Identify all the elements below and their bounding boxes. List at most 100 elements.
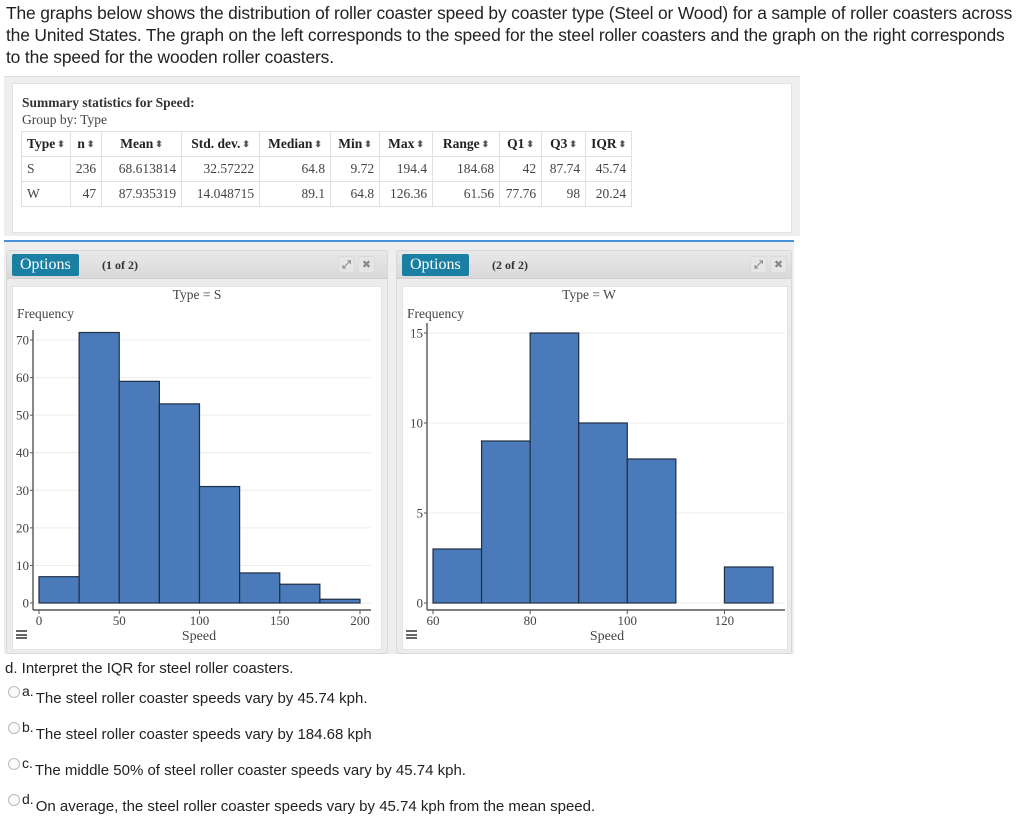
x-axis-label: Speed [590, 629, 624, 644]
option-text: On average, the steel roller coaster spe… [35, 798, 596, 815]
close-icon[interactable]: ✖ [358, 256, 375, 273]
options-button[interactable]: Options [402, 254, 469, 276]
chart-menu-icon[interactable] [406, 630, 417, 639]
column-header-label: Std. dev. [191, 136, 241, 151]
answer-option-c[interactable]: c. The middle 50% of steel roller coaste… [8, 755, 466, 779]
histogram-bar [626, 458, 677, 604]
expand-icon[interactable]: ⤢ [750, 256, 767, 273]
x-tick-label: 100 [618, 613, 638, 628]
graph-panel-steel: Options (1 of 2) ⤢ ✖ Type = S Frequency 0 1… [6, 250, 388, 654]
table-cell: S [21, 156, 71, 182]
column-header-label: Min [338, 136, 363, 151]
table-cell: 184.68 [432, 156, 501, 182]
radio-button[interactable] [8, 758, 20, 770]
table-cell: 32.57222 [181, 156, 261, 182]
x-tick-label: 80 [524, 613, 537, 628]
expand-icon[interactable]: ⤢ [338, 256, 355, 273]
y-tick-label: 0 [417, 596, 424, 611]
question-prompt: d. Interpret the IQR for steel roller co… [5, 660, 294, 677]
summary-stats-table: Type ⬍ n ⬍ Mean ⬍ Std. dev. ⬍ Median ⬍ Min ⬍ Max ⬍ Ran… [21, 131, 633, 207]
histogram-bar [529, 332, 580, 604]
radio-button[interactable] [8, 722, 20, 734]
histogram-bar [239, 572, 281, 604]
y-tick-label: 10 [410, 416, 423, 431]
x-tick-label: 150 [270, 613, 290, 628]
column-header[interactable]: Max ⬍ [379, 131, 434, 157]
table-row: W 47 87.935319 14.048715 89.1 64.8 126.36 61.56… [21, 181, 633, 207]
table-cell: 68.613814 [101, 156, 183, 182]
sort-icon[interactable]: ⬍ [86, 139, 95, 149]
sort-icon[interactable]: ⬍ [314, 139, 322, 149]
sort-icon[interactable]: ⬍ [416, 139, 424, 149]
x-tick-label: 60 [427, 613, 440, 628]
sort-icon[interactable]: ⬍ [364, 139, 372, 149]
column-header-label: Type [27, 136, 56, 151]
chart-menu-icon[interactable] [16, 630, 27, 639]
histogram-bar [480, 440, 531, 604]
radio-button[interactable] [8, 686, 20, 698]
column-header-label: Median [268, 136, 313, 151]
table-cell: 61.56 [432, 181, 501, 207]
sort-icon[interactable]: ⬍ [618, 139, 627, 149]
close-icon[interactable]: ✖ [770, 256, 787, 273]
histogram-bar [578, 422, 628, 604]
column-header[interactable]: Q1 ⬍ [499, 131, 543, 157]
panel-counter: (2 of 2) [492, 258, 528, 272]
intro-paragraph: The graphs below shows the distribution … [6, 3, 1013, 67]
table-cell: W [21, 181, 71, 207]
histogram-bar [198, 485, 241, 604]
y-tick-label: 70 [16, 333, 29, 348]
table-cell: 126.36 [379, 181, 434, 207]
option-letter: a. [22, 683, 34, 699]
table-cell: 42 [499, 156, 543, 182]
table-cell: 9.72 [330, 156, 381, 182]
column-header[interactable]: Range ⬍ [432, 131, 501, 157]
column-header[interactable]: IQR ⬍ [585, 131, 633, 157]
column-header[interactable]: Min ⬍ [330, 131, 381, 157]
x-tick-label: 0 [36, 613, 43, 628]
sort-icon[interactable]: ⬍ [569, 139, 577, 149]
options-button[interactable]: Options [12, 254, 79, 276]
column-header[interactable]: n ⬍ [69, 131, 103, 157]
column-header-label: Range [442, 136, 480, 151]
table-cell: 64.8 [330, 181, 381, 207]
table-cell: 20.24 [585, 181, 633, 207]
sort-icon[interactable]: ⬍ [57, 139, 65, 149]
sort-icon[interactable]: ⬍ [481, 139, 490, 149]
answer-option-a[interactable]: a. The steel roller coaster speeds vary … [8, 683, 368, 707]
histogram-bar [279, 583, 321, 604]
y-tick-label: 15 [410, 326, 423, 341]
table-cell: 14.048715 [181, 181, 261, 207]
y-axis-label: Frequency [17, 306, 74, 321]
y-tick-label: 0 [23, 596, 30, 611]
option-text: The middle 50% of steel roller coaster s… [34, 762, 466, 779]
histogram-steel: Type = S Frequency 0 10 20 30 40 50 60 70 0 50 100 15… [12, 286, 382, 650]
table-cell: 87.935319 [101, 181, 183, 207]
column-header[interactable]: Median ⬍ [259, 131, 332, 157]
table-cell: 194.4 [379, 156, 434, 182]
panel-header: Options (2 of 2) ⤢ ✖ [397, 251, 791, 279]
histogram-bar [78, 331, 120, 604]
graph-area: Options (1 of 2) ⤢ ✖ Type = S Frequency 0 1… [4, 240, 794, 654]
column-header-label: Q3 [550, 136, 568, 151]
column-header[interactable]: Q3 ⬍ [541, 131, 587, 157]
column-header[interactable]: Std. dev. ⬍ [181, 131, 261, 157]
x-axis-label: Speed [182, 629, 216, 644]
answer-option-d[interactable]: d. On average, the steel roller coaster … [8, 791, 596, 815]
y-tick-label: 50 [16, 408, 29, 423]
column-header[interactable]: Mean ⬍ [101, 131, 183, 157]
sort-icon[interactable]: ⬍ [155, 139, 163, 149]
sort-icon[interactable]: ⬍ [242, 139, 250, 149]
histogram-bar [38, 576, 80, 604]
option-letter: c. [22, 755, 33, 771]
graph-panel-wood: Options (2 of 2) ⤢ ✖ Type = W Frequency 0 5… [396, 250, 792, 654]
summary-group-by: Group by: Type [22, 112, 108, 127]
sort-icon[interactable]: ⬍ [526, 139, 534, 149]
summary-title: Summary statistics for Speed: [22, 95, 195, 110]
x-tick-label: 200 [350, 613, 370, 628]
radio-button[interactable] [8, 794, 20, 806]
chart-title: Type = S [173, 287, 222, 302]
answer-option-b[interactable]: b. The steel roller coaster speeds vary … [8, 719, 372, 743]
column-header[interactable]: Type ⬍ [21, 131, 71, 157]
histogram-bar [158, 403, 201, 604]
